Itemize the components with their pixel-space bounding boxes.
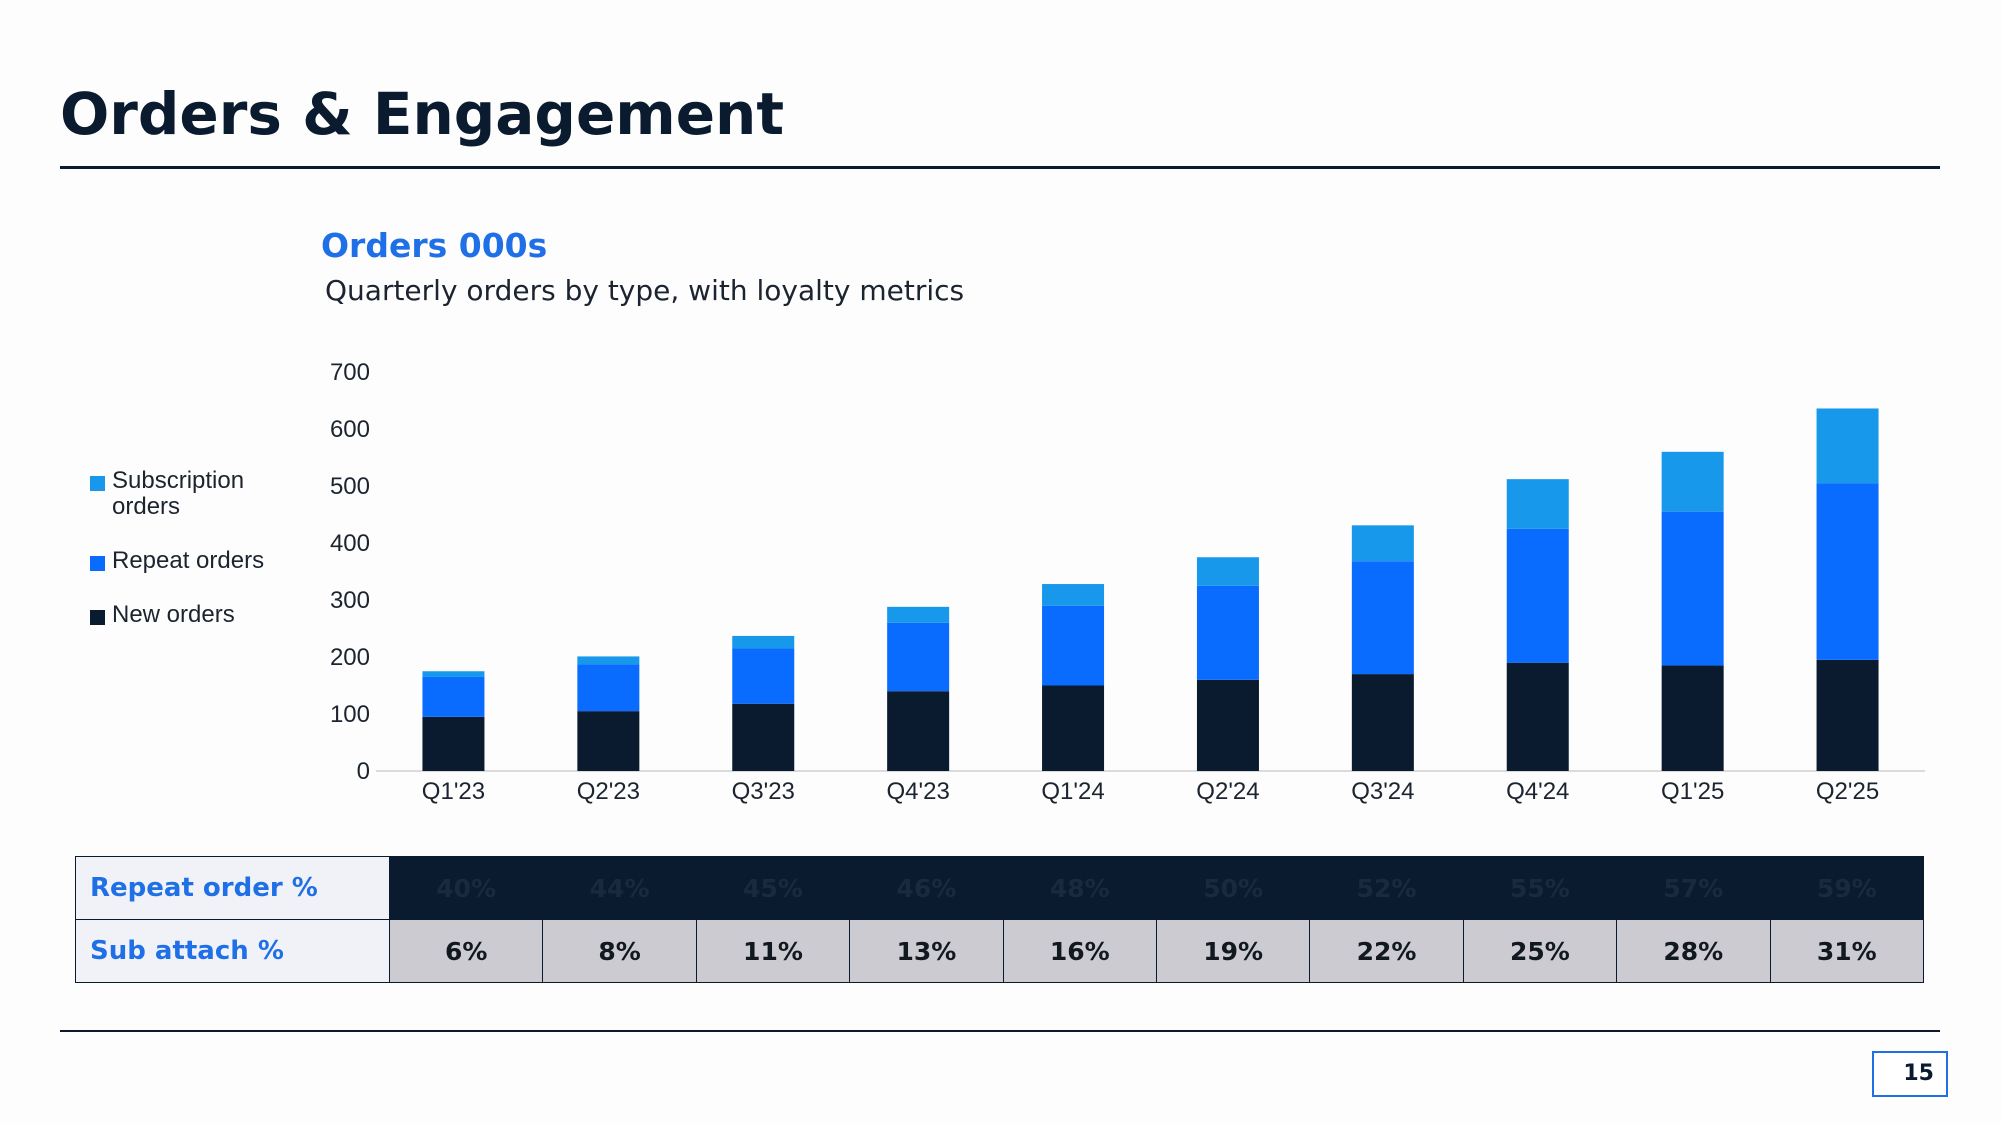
table-cell: 50% <box>1155 856 1311 920</box>
table-cell: 46% <box>849 856 1004 920</box>
table-cell: 16% <box>1002 919 1157 983</box>
orders-bar-chart: 0 100 200 300 400 500 600 700 Q1'23 Q2'23 Q3'23 Q4'… <box>330 359 1925 805</box>
table-cell: 6% <box>388 919 544 983</box>
bar-segment-new-orders <box>1042 685 1105 771</box>
footer-divider <box>60 1030 1940 1032</box>
bar-segment-repeat-orders <box>887 622 950 692</box>
bar-segment-repeat-orders <box>1506 528 1569 663</box>
chart-title: Orders 000s <box>321 226 548 265</box>
y-tick-label: 300 <box>330 587 370 614</box>
bar-segment-subscription-orders <box>1506 479 1569 529</box>
x-tick-label: Q3'24 <box>1351 778 1414 805</box>
table-cell: 48% <box>1002 856 1157 920</box>
y-tick-label: 500 <box>330 473 370 500</box>
table-cell: 55% <box>1462 856 1618 920</box>
bar-segment-subscription-orders <box>577 656 640 665</box>
bar-segment-repeat-orders <box>422 676 485 717</box>
bar-segment-new-orders <box>1351 674 1414 771</box>
x-tick-label: Q4'24 <box>1506 778 1569 805</box>
bar-segment-subscription-orders <box>887 606 950 623</box>
legend-label-repeat: Repeat orders <box>112 547 265 574</box>
x-tick-label: Q1'23 <box>422 778 485 805</box>
y-tick-label: 200 <box>330 644 370 671</box>
table-cell: 8% <box>542 919 697 983</box>
bar-segment-repeat-orders <box>732 648 795 704</box>
bar-segment-new-orders <box>577 711 640 771</box>
page-number: 15 <box>1872 1051 1948 1097</box>
bar-segment-subscription-orders <box>422 671 485 677</box>
legend-swatch-new <box>90 610 105 625</box>
table-cell: 13% <box>849 919 1004 983</box>
x-tick-label: Q1'25 <box>1661 778 1724 805</box>
table-cell: 52% <box>1309 856 1464 920</box>
bar-segment-new-orders <box>1816 659 1879 771</box>
metrics-table: Repeat order % 40% 44% 45% 46% 48% 50% 5… <box>75 856 1925 983</box>
table-row-repeat-order: Repeat order % 40% 44% 45% 46% 48% 50% 5… <box>75 856 1925 920</box>
x-tick-label: Q4'23 <box>887 778 950 805</box>
table-cell: 45% <box>695 856 851 920</box>
table-cell: 22% <box>1309 919 1464 983</box>
bar-segment-repeat-orders <box>1351 561 1414 675</box>
table-cell: 31% <box>1769 919 1925 983</box>
chart-legend: Subscription orders Repeat orders New or… <box>90 468 300 656</box>
legend-item-subscription: Subscription orders <box>90 468 300 520</box>
bar-segment-repeat-orders <box>1042 605 1105 686</box>
x-tick-label: Q2'25 <box>1816 778 1879 805</box>
legend-item-repeat: Repeat orders <box>90 548 300 574</box>
bar-segment-repeat-orders <box>1661 511 1724 666</box>
table-cell: 25% <box>1462 919 1618 983</box>
legend-item-new: New orders <box>90 602 300 628</box>
x-tick-label: Q1'24 <box>1041 778 1104 805</box>
y-tick-label: 600 <box>330 416 370 443</box>
y-tick-label: 100 <box>330 701 370 728</box>
chart-subtitle: Quarterly orders by type, with loyalty m… <box>325 274 965 307</box>
x-tick-label: Q2'23 <box>577 778 640 805</box>
bar-segment-subscription-orders <box>1196 557 1259 586</box>
title-divider <box>60 166 1940 169</box>
bar-segment-new-orders <box>732 703 795 771</box>
table-cell: 19% <box>1155 919 1311 983</box>
legend-swatch-repeat <box>90 556 105 571</box>
page-title: Orders & Engagement <box>60 80 785 148</box>
table-cell: 59% <box>1769 856 1925 920</box>
bar-segment-new-orders <box>1661 665 1724 771</box>
legend-label-new: New orders <box>112 601 235 628</box>
y-tick-label: 0 <box>357 758 370 785</box>
bar-segment-subscription-orders <box>1042 584 1105 606</box>
y-tick-label: 400 <box>330 530 370 557</box>
table-row-sub-attach: Sub attach % 6% 8% 11% 13% 16% 19% 22% 2… <box>75 919 1925 983</box>
x-tick-label: Q3'23 <box>732 778 795 805</box>
bar-segment-new-orders <box>1196 679 1259 771</box>
table-cell: 57% <box>1616 856 1771 920</box>
legend-label-subscription: Subscription orders <box>112 467 245 520</box>
bar-segment-repeat-orders <box>1196 585 1259 680</box>
table-cell: 40% <box>388 856 544 920</box>
y-tick-label: 700 <box>330 359 370 386</box>
legend-swatch-subscription <box>90 476 105 491</box>
table-cell: 11% <box>695 919 851 983</box>
bar-segment-subscription-orders <box>1816 408 1879 484</box>
bar-segment-subscription-orders <box>1351 525 1414 562</box>
bar-segment-repeat-orders <box>1816 483 1879 660</box>
bar-segment-repeat-orders <box>577 664 640 712</box>
row-label-repeat-order: Repeat order % <box>75 856 390 920</box>
bar-segment-new-orders <box>1506 662 1569 771</box>
bar-segment-subscription-orders <box>1661 451 1724 512</box>
bar-segment-new-orders <box>887 691 950 771</box>
table-cell: 44% <box>542 856 697 920</box>
bar-segment-subscription-orders <box>732 635 795 649</box>
table-cell: 28% <box>1616 919 1771 983</box>
row-label-sub-attach: Sub attach % <box>75 919 390 983</box>
x-tick-label: Q2'24 <box>1196 778 1259 805</box>
bar-segment-new-orders <box>422 716 485 771</box>
